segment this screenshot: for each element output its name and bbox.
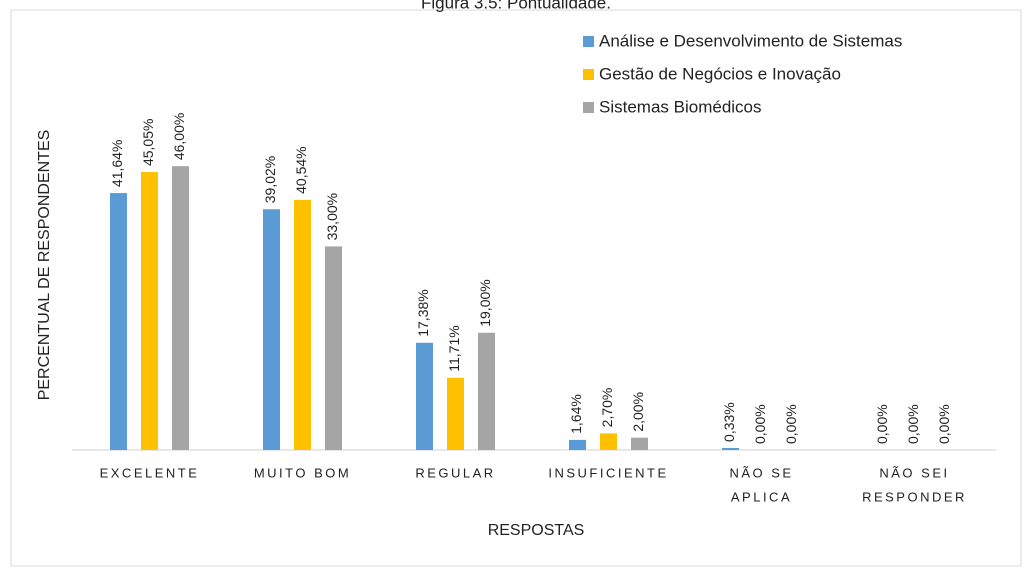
bar — [110, 193, 127, 450]
chart-title: Figura 3.5: Pontualidade. — [421, 0, 611, 12]
data-label: 41,64% — [109, 140, 125, 187]
bar — [478, 332, 495, 450]
x-tick-label: NÃO SE — [729, 465, 793, 480]
bar — [600, 433, 617, 450]
data-label: 45,05% — [140, 119, 156, 166]
x-axis-title: RESPOSTAS — [488, 522, 585, 539]
bar — [447, 377, 464, 450]
bar — [172, 166, 189, 450]
y-axis-title: PERCENTUAL DE RESPONDENTES — [36, 130, 53, 401]
data-label: 39,02% — [262, 156, 278, 203]
bar — [263, 209, 280, 450]
data-label: 0,00% — [936, 404, 952, 444]
data-label: 40,54% — [293, 146, 309, 193]
x-tick-label: APLICA — [731, 489, 792, 504]
x-tick-label: RESPONDER — [862, 489, 967, 504]
data-label: 17,38% — [415, 289, 431, 336]
data-label: 46,00% — [171, 113, 187, 160]
data-label: 0,00% — [905, 404, 921, 444]
x-tick-label: EXCELENTE — [100, 465, 200, 480]
data-label: 1,64% — [568, 394, 584, 434]
data-label: 2,70% — [599, 388, 615, 428]
chart-frame — [10, 9, 1022, 567]
bar — [325, 246, 342, 450]
bar — [631, 437, 648, 450]
data-label: 11,71% — [446, 325, 462, 371]
x-tick-label: INSUFICIENTE — [548, 465, 668, 480]
legend-label: Análise e Desenvolvimento de Sistemas — [599, 31, 902, 50]
data-label: 33,00% — [324, 193, 340, 240]
data-label: 0,00% — [752, 404, 768, 444]
legend-swatch — [583, 69, 594, 80]
x-tick-label: REGULAR — [415, 465, 495, 480]
x-tick-label: NÃO SEI — [879, 465, 949, 480]
bar — [141, 172, 158, 450]
bar — [294, 199, 311, 450]
legend-swatch — [583, 36, 594, 47]
data-label: 0,00% — [874, 404, 890, 444]
legend-swatch — [583, 102, 594, 113]
bar — [722, 447, 739, 450]
bar — [416, 342, 433, 450]
data-label: 2,00% — [630, 392, 646, 432]
x-tick-label: MUITO BOM — [254, 465, 351, 480]
data-label: 0,33% — [721, 402, 737, 442]
legend-label: Sistemas Biomédicos — [599, 97, 762, 116]
bar — [569, 439, 586, 450]
data-label: 19,00% — [477, 279, 493, 326]
data-label: 0,00% — [783, 404, 799, 444]
legend-label: Gestão de Negócios e Inovação — [599, 64, 841, 83]
